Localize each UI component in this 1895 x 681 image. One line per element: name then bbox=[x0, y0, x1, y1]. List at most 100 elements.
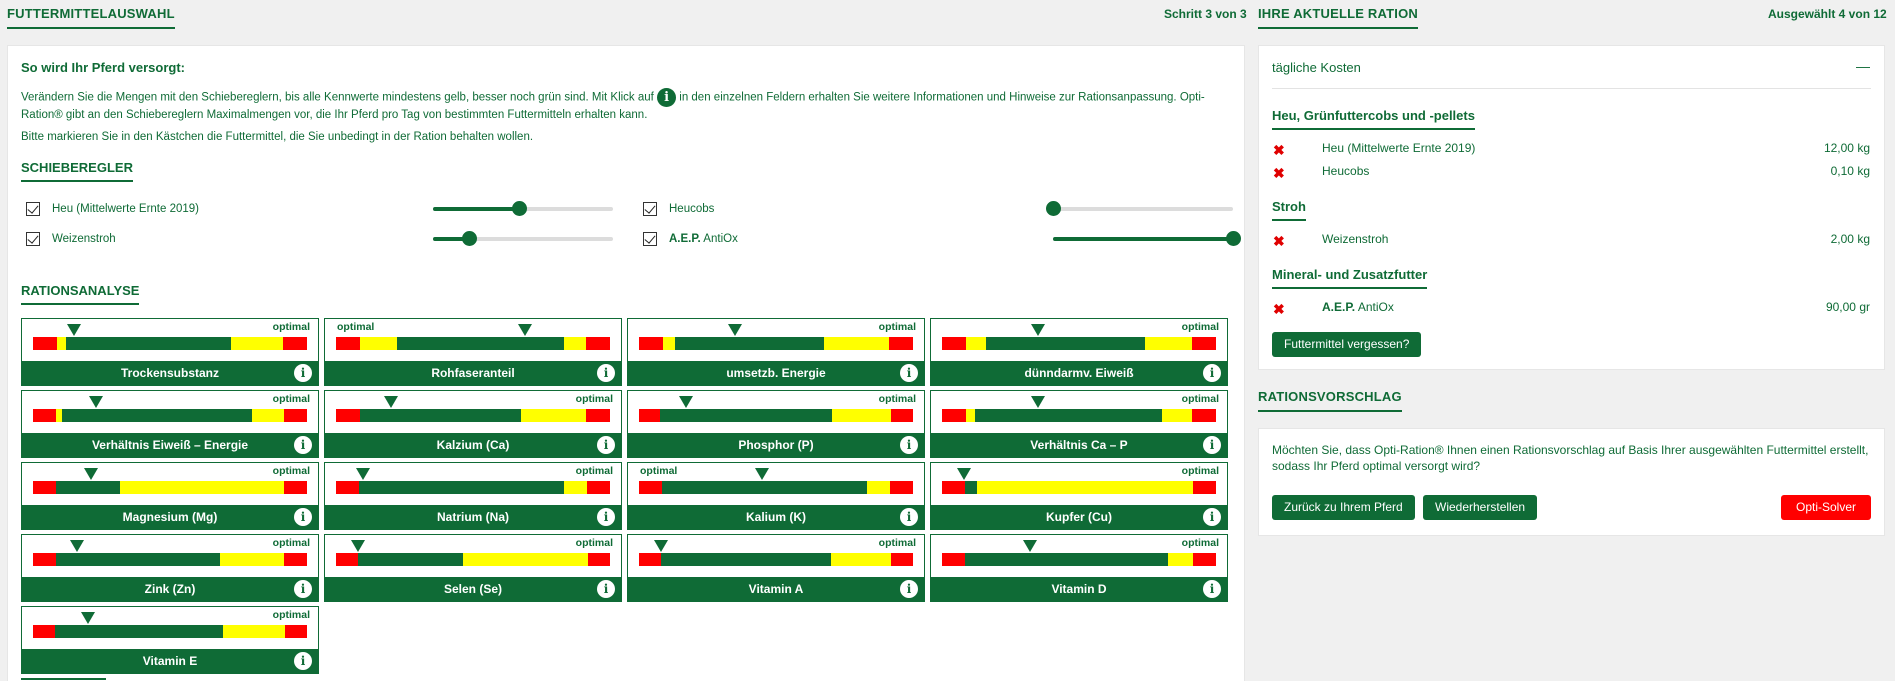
info-icon[interactable]: i bbox=[1203, 436, 1221, 454]
nutrient-name: umsetzb. Energie bbox=[726, 366, 826, 380]
info-icon[interactable]: i bbox=[1203, 508, 1221, 526]
range-segment bbox=[942, 553, 965, 566]
range-segment bbox=[463, 553, 588, 566]
range-segment bbox=[360, 337, 397, 350]
slider-handle[interactable] bbox=[1046, 201, 1061, 216]
collapse-toggle[interactable]: — bbox=[1856, 58, 1870, 74]
info-icon[interactable]: i bbox=[294, 436, 312, 454]
slider-handle[interactable] bbox=[462, 231, 477, 246]
info-icon[interactable]: i bbox=[900, 580, 918, 598]
keep-checkbox-aep-antiox[interactable] bbox=[643, 232, 657, 246]
restore-button[interactable]: Wiederherstellen bbox=[1423, 495, 1538, 520]
nutrient-name: Kalzium (Ca) bbox=[436, 438, 510, 452]
range-bar bbox=[942, 553, 1216, 566]
analysis-card: optimal Vitamin E i bbox=[21, 606, 319, 674]
group-title-stroh: Stroh bbox=[1272, 199, 1306, 221]
range-segment bbox=[66, 337, 231, 350]
value-marker-icon bbox=[1022, 540, 1037, 552]
section-underline bbox=[21, 678, 106, 680]
info-icon[interactable]: i bbox=[900, 436, 918, 454]
range-segment bbox=[1192, 337, 1216, 350]
schieberegler-heading: SCHIEBEREGLER bbox=[21, 160, 133, 182]
remove-icon[interactable]: ✖ bbox=[1273, 301, 1285, 317]
back-to-horse-button[interactable]: Zurück zu Ihrem Pferd bbox=[1272, 495, 1415, 520]
range-segment bbox=[33, 625, 56, 638]
range-segment bbox=[283, 481, 307, 494]
slider-aep-antiox[interactable] bbox=[1053, 231, 1241, 246]
nutrient-name: Zink (Zn) bbox=[144, 582, 196, 596]
nutrient-name: Kupfer (Cu) bbox=[1046, 510, 1112, 524]
range-bar bbox=[942, 409, 1216, 422]
opti-solver-button[interactable]: Opti-Solver bbox=[1781, 495, 1871, 520]
info-icon[interactable]: i bbox=[294, 652, 312, 670]
analysis-card: optimal Vitamin D i bbox=[930, 534, 1228, 602]
range-segment bbox=[639, 337, 663, 350]
range-segment bbox=[223, 625, 285, 638]
slider-row-weizenstroh: Weizenstroh bbox=[26, 229, 116, 249]
info-icon[interactable]: i bbox=[597, 436, 615, 454]
range-segment bbox=[283, 553, 307, 566]
info-icon[interactable]: i bbox=[900, 508, 918, 526]
card-footer: Verhältnis Eiweiß – Energie i bbox=[22, 433, 318, 457]
slider-weizenstroh[interactable] bbox=[433, 231, 613, 246]
value-marker-icon bbox=[653, 540, 668, 552]
ration-item-name: A.E.P. AntiOx bbox=[1322, 300, 1394, 314]
remove-icon[interactable]: ✖ bbox=[1273, 165, 1285, 181]
card-footer: Rohfaseranteil i bbox=[325, 361, 621, 385]
range-segment bbox=[336, 409, 360, 422]
info-icon[interactable]: i bbox=[294, 364, 312, 382]
range-segment bbox=[823, 337, 890, 350]
range-segment bbox=[284, 625, 307, 638]
card-footer: Trockensubstanz i bbox=[22, 361, 318, 385]
info-icon[interactable]: i bbox=[597, 508, 615, 526]
slider-handle[interactable] bbox=[512, 201, 528, 216]
slider-handle[interactable] bbox=[1226, 231, 1241, 246]
slider-heu[interactable] bbox=[433, 201, 613, 216]
nutrient-name: Selen (Se) bbox=[443, 582, 503, 596]
info-icon[interactable]: i bbox=[597, 364, 615, 382]
slider-heucobs[interactable] bbox=[1046, 201, 1233, 216]
card-footer: Vitamin E i bbox=[22, 649, 318, 673]
main-panel: So wird Ihr Pferd versorgt: Verändern Si… bbox=[7, 45, 1245, 681]
range-segment bbox=[1192, 481, 1216, 494]
range-segment bbox=[890, 481, 913, 494]
range-segment bbox=[942, 481, 966, 494]
slider-label-weizenstroh: Weizenstroh bbox=[52, 233, 116, 245]
range-segment bbox=[965, 337, 987, 350]
slider-label-aep-antiox: A.E.P. AntiOx bbox=[669, 233, 738, 245]
info-icon[interactable]: i bbox=[900, 364, 918, 382]
range-segment bbox=[586, 409, 610, 422]
range-segment bbox=[62, 409, 252, 422]
optimal-label: optimal bbox=[272, 321, 310, 333]
card-footer: Vitamin A i bbox=[628, 577, 924, 601]
divider bbox=[1272, 88, 1871, 89]
range-bar bbox=[639, 409, 913, 422]
keep-checkbox-heu[interactable] bbox=[26, 202, 40, 216]
suggestion-text: Möchten Sie, dass Opti-Ration® Ihnen ein… bbox=[1272, 443, 1869, 473]
ration-item-name: Heucobs bbox=[1322, 164, 1370, 178]
keep-checkbox-weizenstroh[interactable] bbox=[26, 232, 40, 246]
nutrient-name: Phosphor (P) bbox=[738, 438, 814, 452]
remove-icon[interactable]: ✖ bbox=[1273, 233, 1285, 249]
keep-checkbox-heucobs[interactable] bbox=[643, 202, 657, 216]
info-icon[interactable]: i bbox=[1203, 580, 1221, 598]
card-footer: Kalium (K) i bbox=[628, 505, 924, 529]
range-segment bbox=[986, 337, 1146, 350]
analysis-card: optimal Kupfer (Cu) i bbox=[930, 462, 1228, 530]
futtermittelauswahl-heading: FUTTERMITTELAUSWAHL bbox=[7, 6, 175, 29]
range-bar bbox=[336, 481, 610, 494]
optimal-label: optimal bbox=[878, 537, 916, 549]
forgot-feed-button[interactable]: Futtermittel vergessen? bbox=[1272, 332, 1422, 357]
info-icon[interactable]: i bbox=[1203, 364, 1221, 382]
selected-count: Ausgewählt 4 von 12 bbox=[1768, 7, 1887, 21]
range-bar bbox=[33, 481, 307, 494]
info-icon[interactable]: i bbox=[597, 580, 615, 598]
range-segment bbox=[964, 553, 1168, 566]
ration-heading: IHRE AKTUELLE RATION bbox=[1258, 6, 1418, 29]
ration-item-amount: 2,00 kg bbox=[1830, 232, 1870, 246]
optimal-label: optimal bbox=[1181, 321, 1219, 333]
info-icon[interactable]: i bbox=[294, 508, 312, 526]
info-icon[interactable]: i bbox=[294, 580, 312, 598]
group-title-heu: Heu, Grünfuttercobs und -pellets bbox=[1272, 108, 1475, 130]
remove-icon[interactable]: ✖ bbox=[1273, 142, 1285, 158]
